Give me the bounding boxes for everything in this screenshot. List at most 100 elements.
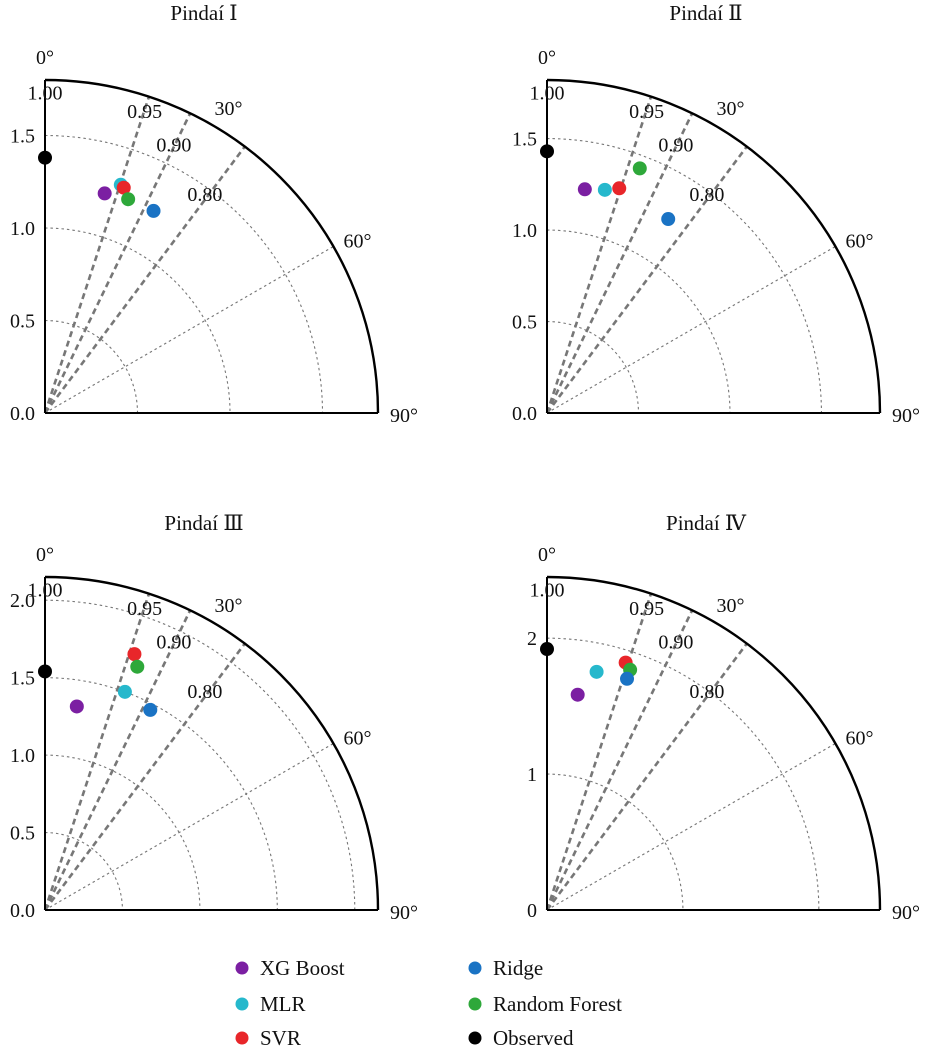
panel-title: Pindaí Ⅱ xyxy=(669,1,742,25)
angle-label-90: 90° xyxy=(390,405,418,427)
correlation-ray xyxy=(43,112,192,414)
point-svr xyxy=(127,647,142,662)
sd-arc xyxy=(44,754,201,911)
angle-label-60: 60° xyxy=(846,728,874,750)
sd-arc xyxy=(546,637,820,911)
point-observed xyxy=(540,642,554,657)
correlation-label: 0.80 xyxy=(187,681,222,703)
point-observed xyxy=(38,150,52,165)
legend-marker xyxy=(468,997,482,1011)
angle-60-line xyxy=(546,246,836,414)
angle-label-30: 30° xyxy=(717,595,745,617)
point-xg-boost xyxy=(69,699,84,714)
legend-label: XG Boost xyxy=(260,956,345,980)
sd-tick-label: 0.0 xyxy=(512,403,537,425)
correlation-ray xyxy=(545,642,748,911)
correlation-label: 1.00 xyxy=(530,82,565,104)
sd-arc xyxy=(44,319,139,414)
point-mlr xyxy=(597,182,612,197)
angle-label-60: 60° xyxy=(344,231,372,253)
correlation-label: 0.80 xyxy=(689,184,724,206)
angle-label-90: 90° xyxy=(892,405,920,427)
taylor-panel-4: Pindaí Ⅳ 0 1 2 0° 30° 60° 90° 1.00 0.95 0.90 0.80 xyxy=(527,511,920,924)
legend-marker xyxy=(235,1031,249,1045)
point-ridge xyxy=(661,212,676,227)
correlation-ray xyxy=(545,609,694,911)
sd-tick-label: 1.0 xyxy=(10,218,35,240)
angle-60-line xyxy=(546,743,836,911)
correlation-label: 0.80 xyxy=(689,681,724,703)
correlation-ray xyxy=(43,609,192,911)
sd-tick-label: 1 xyxy=(527,764,537,786)
point-xg-boost xyxy=(577,182,592,197)
sd-tick-label: 0 xyxy=(527,900,537,922)
outer-arc xyxy=(44,575,380,911)
correlation-label: 0.95 xyxy=(629,598,664,620)
point-observed xyxy=(540,144,554,159)
correlation-ray xyxy=(43,145,246,414)
legend-marker xyxy=(235,997,249,1011)
point-random-forest xyxy=(130,659,145,674)
correlation-ray xyxy=(545,145,748,414)
point-random-forest xyxy=(632,161,647,176)
angle-label-0: 0° xyxy=(538,544,556,566)
taylor-panel-1: Pindaí Ⅰ 0.0 0.5 1.0 1.5 0° 30° 60° 90° 1.00 0.95 0… xyxy=(10,1,418,427)
taylor-panel-3: Pindaí Ⅲ 0.0 0.5 1.0 1.5 2.0 0° 30° 60° 90° 1.00 0.… xyxy=(10,511,418,924)
point-svr xyxy=(612,181,627,196)
sd-tick-label: 0.0 xyxy=(10,900,35,922)
point-xg-boost xyxy=(570,687,585,702)
angle-label-0: 0° xyxy=(36,47,54,69)
sd-tick-label: 1.0 xyxy=(512,220,537,242)
legend-item: Ridge xyxy=(468,956,543,980)
sd-arc xyxy=(546,773,684,911)
sd-tick-label: 2.0 xyxy=(10,590,35,612)
legend-item: SVR xyxy=(235,1026,301,1050)
legend-item: MLR xyxy=(235,992,306,1016)
sd-tick-label: 0.5 xyxy=(10,823,35,845)
point-xg-boost xyxy=(97,186,112,201)
point-svr xyxy=(116,180,131,195)
legend: XG Boost MLR SVR Ridge Random Forest Observed xyxy=(235,956,622,1050)
sd-tick-label: 1.0 xyxy=(10,745,35,767)
sd-tick-label: 1.5 xyxy=(10,126,35,148)
panel-title: Pindaí Ⅰ xyxy=(170,1,237,25)
correlation-ray xyxy=(545,96,653,414)
correlation-ray xyxy=(43,642,246,911)
legend-label: MLR xyxy=(260,992,306,1016)
sd-tick-label: 2 xyxy=(527,628,537,650)
point-ridge xyxy=(620,671,635,686)
correlation-label: 0.90 xyxy=(658,134,693,156)
correlation-label: 0.90 xyxy=(658,631,693,653)
correlation-label: 1.00 xyxy=(28,82,63,104)
correlation-ray xyxy=(43,593,151,911)
correlation-label: 1.00 xyxy=(530,579,565,601)
point-random-forest xyxy=(121,192,136,207)
point-ridge xyxy=(146,203,161,218)
legend-label: Observed xyxy=(493,1026,574,1050)
sd-tick-label: 0.0 xyxy=(10,403,35,425)
panel-title: Pindaí Ⅳ xyxy=(666,511,747,535)
sd-arc xyxy=(546,320,640,414)
correlation-label: 0.95 xyxy=(127,101,162,123)
point-ridge xyxy=(143,702,158,717)
panel-title: Pindaí Ⅲ xyxy=(164,511,243,535)
angle-label-60: 60° xyxy=(846,231,874,253)
legend-marker xyxy=(468,1031,482,1045)
legend-label: SVR xyxy=(260,1026,301,1050)
legend-label: Random Forest xyxy=(493,992,622,1016)
sd-tick-label: 1.5 xyxy=(10,668,35,690)
point-observed xyxy=(38,664,52,679)
sd-tick-label: 1.5 xyxy=(512,129,537,151)
outer-arc xyxy=(546,78,882,414)
angle-label-30: 30° xyxy=(215,595,243,617)
angle-label-90: 90° xyxy=(892,902,920,924)
angle-label-90: 90° xyxy=(390,902,418,924)
sd-tick-label: 0.5 xyxy=(512,312,537,334)
sd-tick-label: 0.5 xyxy=(10,311,35,333)
correlation-label: 0.80 xyxy=(187,184,222,206)
sd-arc xyxy=(44,227,231,414)
angle-label-0: 0° xyxy=(538,47,556,69)
angle-label-0: 0° xyxy=(36,544,54,566)
correlation-ray xyxy=(545,112,694,414)
